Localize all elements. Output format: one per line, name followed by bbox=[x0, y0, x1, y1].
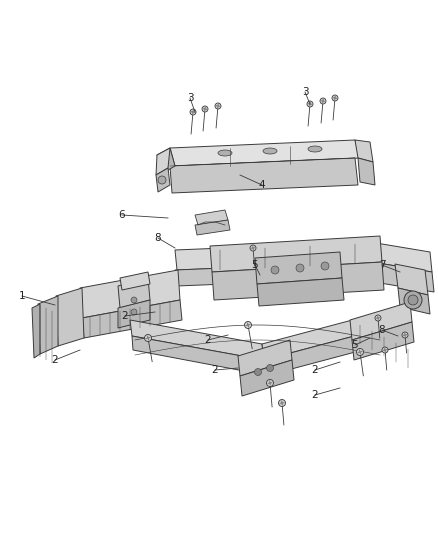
Ellipse shape bbox=[263, 148, 277, 154]
Text: 5: 5 bbox=[252, 260, 258, 270]
Polygon shape bbox=[355, 140, 373, 162]
Text: 2: 2 bbox=[52, 355, 58, 365]
Circle shape bbox=[279, 400, 286, 407]
Circle shape bbox=[307, 101, 313, 107]
Polygon shape bbox=[156, 168, 170, 192]
Text: 6: 6 bbox=[119, 210, 125, 220]
Circle shape bbox=[357, 349, 364, 356]
Polygon shape bbox=[395, 264, 428, 295]
Polygon shape bbox=[118, 278, 150, 308]
Circle shape bbox=[215, 103, 221, 109]
Polygon shape bbox=[32, 304, 40, 358]
Text: 8: 8 bbox=[379, 325, 385, 335]
Polygon shape bbox=[372, 262, 434, 292]
Polygon shape bbox=[132, 336, 265, 375]
Polygon shape bbox=[157, 148, 175, 173]
Text: 5: 5 bbox=[352, 340, 358, 350]
Polygon shape bbox=[170, 158, 358, 193]
Circle shape bbox=[402, 332, 408, 338]
Polygon shape bbox=[370, 242, 432, 272]
Circle shape bbox=[332, 95, 338, 101]
Polygon shape bbox=[398, 288, 430, 314]
Circle shape bbox=[254, 368, 261, 376]
Text: 2: 2 bbox=[312, 365, 318, 375]
Polygon shape bbox=[170, 140, 360, 166]
Ellipse shape bbox=[218, 150, 232, 156]
Text: 4: 4 bbox=[259, 180, 265, 190]
Polygon shape bbox=[212, 262, 384, 300]
Circle shape bbox=[250, 245, 256, 251]
Circle shape bbox=[190, 109, 196, 115]
Text: 2: 2 bbox=[122, 311, 128, 321]
Polygon shape bbox=[80, 270, 180, 318]
Circle shape bbox=[296, 264, 304, 272]
Circle shape bbox=[202, 106, 208, 112]
Circle shape bbox=[321, 262, 329, 270]
Polygon shape bbox=[56, 288, 84, 346]
Polygon shape bbox=[120, 272, 150, 290]
Polygon shape bbox=[350, 302, 412, 340]
Circle shape bbox=[375, 315, 381, 321]
Polygon shape bbox=[175, 242, 372, 270]
Polygon shape bbox=[195, 210, 228, 225]
Polygon shape bbox=[262, 310, 392, 360]
Circle shape bbox=[131, 309, 137, 315]
Text: 3: 3 bbox=[302, 87, 308, 97]
Polygon shape bbox=[82, 300, 182, 338]
Text: 2: 2 bbox=[205, 335, 211, 345]
Circle shape bbox=[266, 365, 273, 372]
Circle shape bbox=[271, 266, 279, 274]
Circle shape bbox=[131, 297, 137, 303]
Polygon shape bbox=[352, 322, 414, 360]
Polygon shape bbox=[38, 296, 58, 354]
Ellipse shape bbox=[158, 176, 166, 184]
Polygon shape bbox=[175, 262, 374, 286]
Circle shape bbox=[266, 379, 273, 386]
Polygon shape bbox=[358, 158, 375, 185]
Polygon shape bbox=[210, 236, 382, 272]
Polygon shape bbox=[264, 326, 393, 376]
Polygon shape bbox=[257, 278, 344, 306]
Polygon shape bbox=[156, 148, 170, 175]
Text: 2: 2 bbox=[312, 390, 318, 400]
Circle shape bbox=[145, 335, 152, 342]
Polygon shape bbox=[238, 340, 292, 376]
Text: 1: 1 bbox=[19, 291, 25, 301]
Polygon shape bbox=[130, 320, 264, 360]
Circle shape bbox=[320, 98, 326, 104]
Text: 3: 3 bbox=[187, 93, 193, 103]
Circle shape bbox=[244, 321, 251, 328]
Ellipse shape bbox=[308, 146, 322, 152]
Polygon shape bbox=[195, 220, 230, 235]
Text: 2: 2 bbox=[212, 365, 218, 375]
Text: 7: 7 bbox=[379, 260, 385, 270]
Text: 8: 8 bbox=[155, 233, 161, 243]
Ellipse shape bbox=[404, 291, 422, 309]
Ellipse shape bbox=[408, 295, 418, 305]
Polygon shape bbox=[118, 300, 150, 328]
Polygon shape bbox=[255, 252, 342, 284]
Polygon shape bbox=[240, 360, 294, 396]
Circle shape bbox=[382, 347, 388, 353]
